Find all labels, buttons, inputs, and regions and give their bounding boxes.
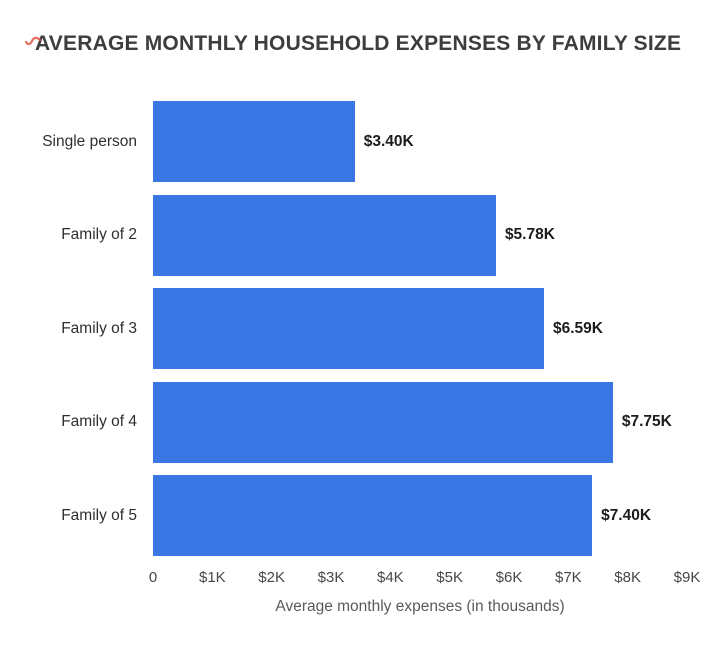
x-axis-tick: $6K <box>495 568 523 586</box>
bar-track: $6.59K <box>153 288 687 369</box>
bar-family-of-2 <box>153 194 496 276</box>
x-axis-ticks: 0 $1K $2K $3K $4K $5K $6K $7K $8K $9K <box>149 568 701 588</box>
bar-single-person <box>153 101 355 182</box>
red-pen-mark <box>24 36 42 46</box>
bar-track: $3.40K <box>153 101 687 182</box>
category-label-single-person: Single person <box>42 132 137 150</box>
value-label: $5.78K <box>504 226 555 243</box>
x-axis-tick: $9K <box>673 568 701 586</box>
x-axis-title: Average monthly expenses (in thousands) <box>275 597 565 615</box>
x-axis-tick: $1K <box>198 568 226 586</box>
bar-track: $7.75K <box>153 381 687 463</box>
bar-family-of-3 <box>153 288 544 369</box>
bar-track: $7.40K <box>153 475 687 556</box>
bar-row: Family of 5 $7.40K <box>0 475 720 556</box>
bar-chart: Single person $3.40K Family of 2 $5.78K … <box>0 101 720 616</box>
x-axis-tick: $8K <box>614 568 642 586</box>
category-label-family-of-3: Family of 3 <box>61 319 137 337</box>
bar-track: $5.78K <box>153 194 687 276</box>
bar-row: Family of 3 $6.59K <box>0 288 720 369</box>
bar-row: Single person $3.40K <box>0 101 720 182</box>
x-axis-tick: $4K <box>376 568 404 586</box>
bar-row: Family of 4 $7.75K <box>0 381 720 463</box>
category-label-family-of-4: Family of 4 <box>61 413 137 430</box>
x-axis-tick: 0 <box>148 568 158 586</box>
bar-family-of-5 <box>153 475 593 556</box>
value-label: $7.40K <box>601 506 652 524</box>
x-axis-tick: $2K <box>258 568 286 586</box>
value-label: $7.75K <box>621 413 672 430</box>
category-label-family-of-5: Family of 5 <box>61 506 137 524</box>
value-label: $6.59K <box>553 319 603 337</box>
x-axis-tick: $5K <box>436 568 464 586</box>
value-label: $3.40K <box>363 132 414 150</box>
category-label-family-of-2: Family of 2 <box>61 226 137 243</box>
x-axis-tick: $3K <box>317 568 345 586</box>
bar-row: Family of 2 $5.78K <box>0 194 720 276</box>
bar-family-of-4 <box>153 381 613 463</box>
chart-title: AVERAGE MONTHLY HOUSEHOLD EXPENSES BY FA… <box>35 32 682 55</box>
x-axis-tick: $7K <box>554 568 582 586</box>
